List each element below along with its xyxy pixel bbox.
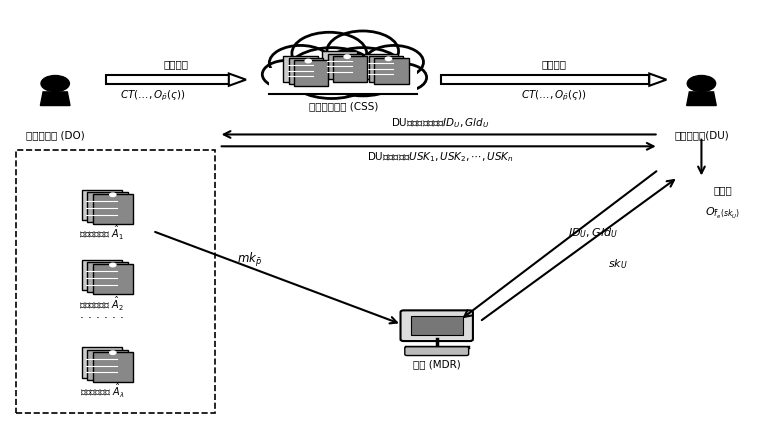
Text: 数据使用者(DU): 数据使用者(DU) bbox=[674, 130, 729, 140]
Circle shape bbox=[364, 45, 424, 79]
Circle shape bbox=[377, 63, 427, 92]
FancyBboxPatch shape bbox=[93, 194, 133, 224]
FancyBboxPatch shape bbox=[328, 54, 362, 80]
Text: $O_{\bar{f}_{e}(sk_U)}$: $O_{\bar{f}_{e}(sk_U)}$ bbox=[705, 205, 741, 220]
Circle shape bbox=[110, 351, 116, 355]
Text: · · · · · ·: · · · · · · bbox=[80, 312, 124, 325]
Circle shape bbox=[292, 32, 367, 74]
Circle shape bbox=[687, 76, 715, 92]
Polygon shape bbox=[686, 92, 716, 106]
FancyBboxPatch shape bbox=[82, 190, 122, 220]
Bar bbox=[106, 75, 229, 84]
FancyBboxPatch shape bbox=[363, 54, 398, 80]
Circle shape bbox=[41, 76, 69, 92]
FancyBboxPatch shape bbox=[269, 68, 417, 94]
Text: 属性授权中心 $\hat{A}_\lambda$: 属性授权中心 $\hat{A}_\lambda$ bbox=[80, 382, 124, 400]
Text: 云存储服务器 (CSS): 云存储服务器 (CSS) bbox=[309, 101, 378, 111]
Circle shape bbox=[385, 57, 392, 61]
Text: $mk_{\bar{p}}$: $mk_{\bar{p}}$ bbox=[237, 251, 262, 269]
FancyBboxPatch shape bbox=[82, 260, 122, 290]
Text: $sk_U$: $sk_U$ bbox=[608, 257, 628, 271]
Polygon shape bbox=[649, 73, 666, 86]
Circle shape bbox=[110, 263, 116, 267]
Text: 媒介 (MDR): 媒介 (MDR) bbox=[413, 359, 461, 370]
FancyBboxPatch shape bbox=[333, 56, 367, 81]
Circle shape bbox=[269, 45, 332, 81]
Circle shape bbox=[320, 48, 406, 96]
Circle shape bbox=[327, 31, 399, 71]
Text: 加密数据: 加密数据 bbox=[541, 59, 566, 69]
FancyBboxPatch shape bbox=[93, 352, 133, 382]
Text: $ID_U, Gld_U$: $ID_U, Gld_U$ bbox=[568, 226, 618, 240]
FancyBboxPatch shape bbox=[283, 56, 317, 81]
Text: 加密数据: 加密数据 bbox=[163, 59, 189, 69]
FancyBboxPatch shape bbox=[82, 348, 122, 378]
Text: DU身份和全局名：$ID_U, Gld_U$: DU身份和全局名：$ID_U, Gld_U$ bbox=[392, 116, 490, 130]
Bar bbox=[410, 316, 463, 335]
Polygon shape bbox=[229, 73, 246, 86]
FancyBboxPatch shape bbox=[322, 51, 356, 77]
FancyBboxPatch shape bbox=[400, 310, 473, 341]
FancyBboxPatch shape bbox=[289, 58, 323, 84]
Bar bbox=[441, 75, 649, 84]
Text: DU属性私鑰：$USK_1, USK_2, \cdots, USK_n$: DU属性私鑰：$USK_1, USK_2, \cdots, USK_n$ bbox=[367, 150, 514, 165]
Text: $CT(\ldots, O_{\bar{p}}(\varsigma))$: $CT(\ldots, O_{\bar{p}}(\varsigma))$ bbox=[119, 88, 186, 103]
FancyBboxPatch shape bbox=[405, 347, 469, 356]
Text: 属性授权中心 $\hat{A}_1$: 属性授权中心 $\hat{A}_1$ bbox=[80, 224, 124, 242]
Text: $CT(\ldots, O_{\bar{p}}(\varsigma))$: $CT(\ldots, O_{\bar{p}}(\varsigma))$ bbox=[521, 88, 587, 103]
Circle shape bbox=[110, 193, 116, 197]
FancyBboxPatch shape bbox=[87, 262, 128, 292]
Text: 数据拥有者 (DO): 数据拥有者 (DO) bbox=[26, 130, 84, 140]
FancyBboxPatch shape bbox=[87, 350, 128, 380]
Circle shape bbox=[286, 48, 377, 99]
Polygon shape bbox=[41, 92, 70, 106]
Text: 属性授权中心 $\hat{A}_2$: 属性授权中心 $\hat{A}_2$ bbox=[80, 294, 124, 312]
FancyBboxPatch shape bbox=[294, 60, 328, 86]
FancyBboxPatch shape bbox=[374, 58, 409, 84]
Circle shape bbox=[262, 60, 312, 88]
Circle shape bbox=[344, 55, 350, 59]
FancyBboxPatch shape bbox=[93, 264, 133, 294]
Circle shape bbox=[305, 59, 311, 63]
FancyBboxPatch shape bbox=[369, 56, 403, 81]
FancyBboxPatch shape bbox=[16, 150, 214, 413]
FancyBboxPatch shape bbox=[87, 192, 128, 222]
Text: 函数值: 函数值 bbox=[713, 185, 732, 195]
